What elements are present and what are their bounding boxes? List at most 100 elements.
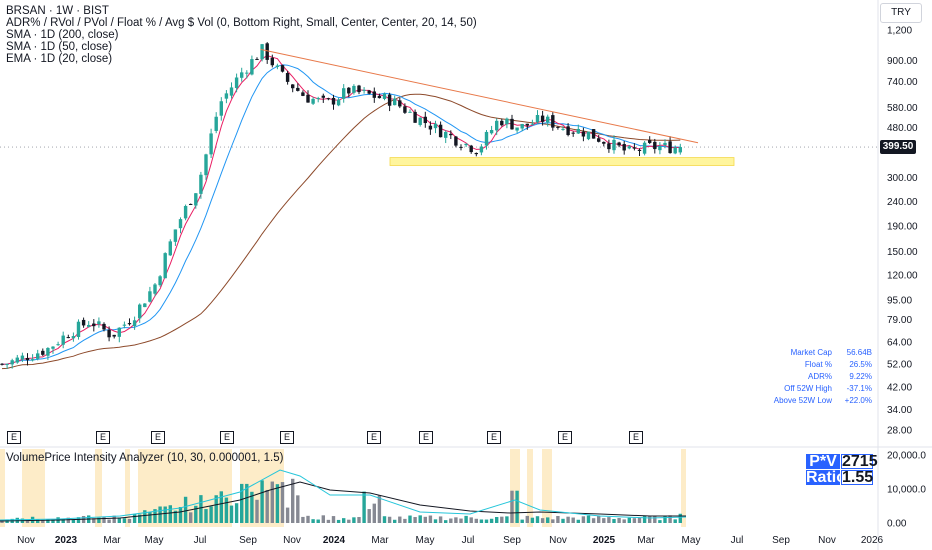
- candle-body: [30, 359, 35, 361]
- candle-body: [556, 126, 560, 128]
- x-tick-label: Jul: [194, 535, 207, 546]
- earnings-marker[interactable]: E: [151, 431, 165, 444]
- volume-bar: [642, 515, 647, 523]
- volume-bar: [423, 516, 427, 523]
- volume-bar: [71, 519, 76, 523]
- candle-body: [127, 323, 132, 325]
- earnings-marker[interactable]: E: [419, 431, 433, 444]
- earnings-marker[interactable]: E: [280, 431, 294, 444]
- volume-highlight-zone: [542, 449, 552, 527]
- candle-body: [214, 116, 218, 131]
- volume-bar: [479, 519, 484, 523]
- candle-body: [612, 139, 616, 151]
- volume-bar: [321, 515, 325, 523]
- y-tick-label: 79.00: [887, 315, 912, 326]
- candle-body: [489, 130, 494, 134]
- candle-body: [678, 147, 682, 153]
- pv-label: P*V: [806, 454, 840, 470]
- candles-group: [0, 42, 682, 369]
- volume-indicator-title[interactable]: VolumePrice Intensity Analyzer (10, 30, …: [6, 452, 284, 464]
- volume-bar: [204, 509, 208, 523]
- volume-highlight-zone: [0, 449, 5, 527]
- candle-body: [138, 304, 142, 319]
- earnings-marker[interactable]: E: [7, 431, 21, 444]
- volume-bar: [454, 517, 458, 523]
- candle-body: [515, 127, 519, 131]
- candle-body: [285, 72, 290, 82]
- y-tick-label: 120.00: [887, 271, 918, 282]
- volume-bar: [648, 516, 652, 523]
- volume-highlight-zone: [510, 449, 520, 527]
- volume-bar: [76, 517, 81, 523]
- candle-body: [540, 115, 545, 122]
- candle-body: [642, 142, 647, 154]
- candle-body: [566, 126, 570, 136]
- volume-bar: [250, 491, 254, 523]
- earnings-marker[interactable]: E: [487, 431, 501, 444]
- earnings-marker[interactable]: E: [629, 431, 643, 444]
- volume-bar: [102, 517, 106, 523]
- volume-bar: [546, 517, 550, 523]
- symbol-title[interactable]: BRSAN · 1W · BIST: [6, 5, 109, 17]
- volume-bar: [183, 496, 188, 523]
- x-tick-label: May: [145, 535, 164, 546]
- volume-bar: [245, 483, 249, 523]
- candle-body: [607, 143, 611, 150]
- candle-body: [479, 146, 484, 153]
- stats-table: Market Cap 56.64B Float % 26.5% ADR% 9.22% …: [770, 347, 872, 407]
- candle-body: [194, 193, 198, 206]
- volume-highlight-zone: [681, 449, 686, 527]
- candle-body: [336, 99, 341, 106]
- stat-market-cap: Market Cap 56.64B: [790, 348, 872, 357]
- candle-body: [658, 146, 662, 151]
- volume-bar: [489, 518, 494, 523]
- indicator-adr-legend[interactable]: ADR% / RVol / PVol / Float % / Avg $ Vol…: [6, 17, 477, 29]
- indicator-sma200-legend[interactable]: SMA · 1D (200, close): [6, 29, 119, 41]
- earnings-marker[interactable]: E: [367, 431, 381, 444]
- indicator-sma50-legend[interactable]: SMA · 1D (50, close): [6, 41, 113, 53]
- volume-bar: [301, 516, 305, 523]
- volume-bar: [566, 516, 570, 523]
- volume-bar: [219, 491, 223, 523]
- candle-body: [632, 147, 637, 149]
- candle-body: [459, 146, 463, 148]
- candle-body: [10, 360, 14, 365]
- candle-body: [586, 131, 591, 140]
- y-tick-label: 34.00: [887, 405, 912, 416]
- volume-bar: [678, 513, 682, 523]
- currency-selector[interactable]: TRY: [880, 3, 922, 23]
- volume-tick-label: 20,000.0: [887, 451, 926, 462]
- earnings-marker[interactable]: E: [96, 431, 110, 444]
- indicator-ema20-legend[interactable]: EMA · 1D (20, close): [6, 53, 113, 65]
- volume-bar: [484, 519, 489, 523]
- candle-body: [229, 87, 234, 96]
- earnings-marker[interactable]: E: [558, 431, 572, 444]
- earnings-marker[interactable]: E: [220, 431, 234, 444]
- volume-bar: [393, 519, 397, 523]
- candle-body: [622, 144, 626, 151]
- current-price-tag: 399.50: [880, 140, 916, 154]
- volume-bar: [591, 518, 596, 523]
- candle-body: [143, 303, 147, 308]
- volume-bar: [112, 515, 116, 523]
- x-tick-label: Sep: [772, 535, 790, 546]
- candle-body: [97, 321, 101, 325]
- candle-body: [464, 143, 468, 146]
- candle-body: [148, 291, 152, 302]
- candle-body: [438, 124, 443, 138]
- ratio-label: Ratio: [806, 469, 846, 486]
- candle-body: [474, 152, 478, 155]
- candle-body: [393, 98, 397, 106]
- volume-bar: [433, 519, 438, 523]
- candle-body: [36, 353, 40, 359]
- candle-body: [505, 118, 509, 125]
- candle-body: [495, 120, 499, 131]
- volume-bar: [316, 519, 320, 523]
- volume-bar: [224, 497, 229, 523]
- candle-body: [20, 355, 25, 360]
- candle-body: [668, 141, 672, 154]
- volume-bar: [291, 478, 295, 523]
- candle-body: [15, 357, 19, 363]
- candle-body: [61, 335, 65, 345]
